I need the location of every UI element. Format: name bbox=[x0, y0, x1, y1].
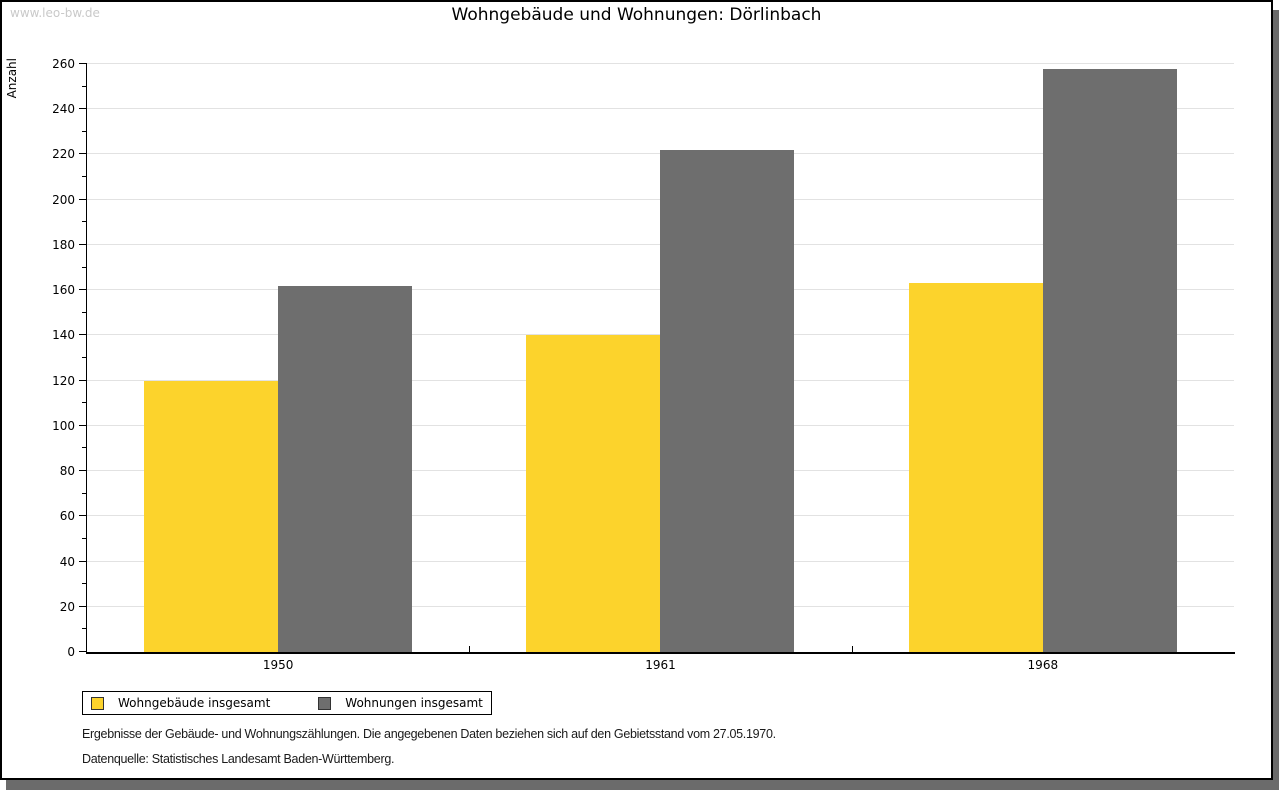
y-minor-tick bbox=[82, 130, 87, 132]
y-tick-label: 260 bbox=[52, 57, 75, 71]
legend: Wohngebäude insgesamt Wohnungen insgesamt bbox=[82, 691, 492, 715]
y-major-tick bbox=[79, 470, 87, 472]
y-major-tick bbox=[79, 560, 87, 562]
y-minor-tick bbox=[82, 266, 87, 268]
category-group bbox=[87, 64, 469, 652]
category-group bbox=[852, 64, 1234, 652]
y-major-tick bbox=[79, 334, 87, 336]
y-major-tick bbox=[79, 379, 87, 381]
y-minor-tick bbox=[82, 402, 87, 404]
category-divider-tick bbox=[851, 646, 853, 652]
y-minor-tick bbox=[82, 492, 87, 494]
y-tick-label: 20 bbox=[59, 599, 75, 614]
x-axis-line bbox=[86, 652, 1235, 654]
x-tick-label: 1968 bbox=[1027, 658, 1059, 672]
gridline bbox=[87, 63, 1234, 64]
y-major-tick bbox=[79, 424, 87, 426]
gridline bbox=[87, 108, 1234, 110]
legend-item: Wohnungen insgesamt bbox=[318, 696, 483, 710]
legend-label: Wohnungen insgesamt bbox=[345, 696, 483, 710]
watermark: www.leo-bw.de bbox=[10, 6, 100, 20]
legend-item: Wohngebäude insgesamt bbox=[91, 696, 270, 710]
bar bbox=[660, 149, 795, 652]
y-tick-label: 60 bbox=[59, 509, 75, 524]
y-major-tick bbox=[79, 243, 87, 245]
y-tick-label: 120 bbox=[52, 373, 75, 388]
y-tick-label: 200 bbox=[52, 192, 75, 207]
y-minor-tick bbox=[82, 628, 87, 630]
footnote-line-1: Ergebnisse der Gebäude- und Wohnungszähl… bbox=[82, 727, 776, 741]
y-major-tick bbox=[79, 108, 87, 110]
x-tick-label: 1961 bbox=[645, 658, 676, 672]
y-tick-label: 180 bbox=[52, 237, 75, 252]
y-tick-label: 100 bbox=[52, 418, 75, 433]
y-minor-tick bbox=[82, 311, 87, 313]
footnote-line-2: Datenquelle: Statistisches Landesamt Bad… bbox=[82, 752, 395, 766]
y-tick-label: 160 bbox=[52, 283, 75, 298]
y-major-tick bbox=[79, 153, 87, 155]
y-minor-tick bbox=[82, 357, 87, 358]
y-tick-label: 80 bbox=[59, 464, 75, 479]
category-group bbox=[469, 64, 851, 652]
chart-title: Wohngebäude und Wohnungen: Dörlinbach bbox=[451, 5, 822, 25]
legend-swatch bbox=[318, 696, 332, 710]
x-axis-labels: 1950 1961 1968 bbox=[87, 658, 1234, 672]
y-tick-label: 0 bbox=[67, 645, 75, 659]
y-major-tick bbox=[79, 63, 87, 64]
bar-series-container bbox=[87, 64, 1234, 652]
y-major-tick bbox=[79, 651, 87, 652]
bar bbox=[278, 285, 413, 652]
y-tick-label: 240 bbox=[52, 102, 75, 117]
bar bbox=[1042, 68, 1177, 652]
bar bbox=[908, 283, 1043, 652]
y-axis-line bbox=[86, 64, 87, 652]
y-minor-tick bbox=[82, 583, 87, 585]
y-major-tick bbox=[79, 605, 87, 607]
y-major-tick bbox=[79, 289, 87, 291]
y-tick-label: 40 bbox=[59, 554, 75, 569]
bar bbox=[526, 335, 661, 652]
y-minor-tick bbox=[82, 221, 87, 223]
y-minor-tick bbox=[82, 85, 87, 87]
y-minor-tick bbox=[82, 176, 87, 178]
y-major-tick bbox=[79, 198, 87, 200]
x-tick-label: 1950 bbox=[262, 658, 294, 672]
y-axis: 0 20 40 60 80 100 120 140 160 180 200 220 240 260 bbox=[2, 58, 87, 658]
category-divider-tick bbox=[469, 646, 471, 652]
y-major-tick bbox=[79, 515, 87, 517]
y-minor-tick bbox=[82, 447, 87, 449]
y-tick-label: 140 bbox=[52, 328, 75, 343]
y-tick-label: 220 bbox=[52, 147, 75, 162]
y-minor-tick bbox=[82, 537, 87, 539]
legend-swatch bbox=[91, 696, 104, 710]
bar bbox=[144, 380, 279, 652]
plot-area bbox=[87, 63, 1234, 652]
legend-label: Wohngebäude insgesamt bbox=[118, 696, 271, 710]
